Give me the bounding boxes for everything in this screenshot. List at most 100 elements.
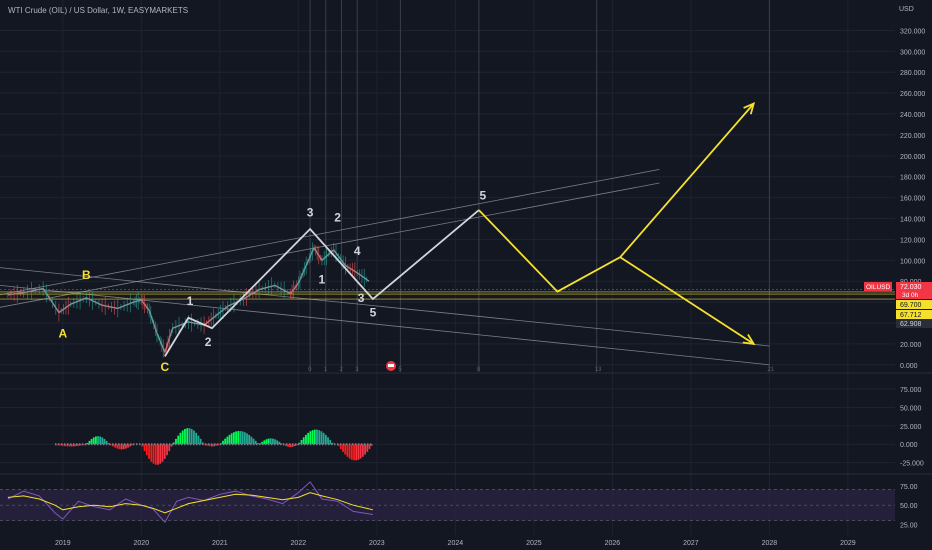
macd-bar — [284, 444, 287, 447]
macd-bar — [228, 434, 231, 445]
macd-bar — [127, 444, 129, 448]
macd-zero-dot — [369, 443, 372, 446]
macd-bar — [311, 430, 314, 445]
macd-bar — [86, 443, 89, 445]
macd-zero-dot — [66, 443, 69, 446]
macd-zero-dot — [147, 443, 150, 446]
macd-bar — [59, 444, 62, 446]
macd-bar — [154, 444, 157, 465]
macd-zero-dot — [117, 443, 120, 446]
macd-zero-dot — [291, 443, 294, 446]
macd-tick-label: -25.000 — [900, 461, 924, 468]
macd-zero-dot — [330, 443, 333, 446]
level-tag — [896, 310, 932, 319]
macd-bar — [116, 444, 119, 449]
macd-bar — [344, 444, 347, 455]
macd-zero-dot — [246, 443, 249, 446]
macd-bar — [206, 444, 209, 446]
macd-zero-dot — [90, 443, 93, 446]
y-axis-rsi[interactable]: 75.00 50.00 25.00 — [900, 484, 918, 530]
x-axis[interactable]: 2019 2020 2021 2022 2023 2024 2025 2026 2027 2028… — [55, 540, 856, 547]
level-value: 62.908 — [900, 321, 922, 328]
macd-bar — [313, 429, 316, 445]
macd-bar — [278, 441, 281, 445]
last-price-tag — [896, 282, 932, 299]
macd-zero-dot — [168, 443, 171, 446]
macd-bar — [129, 444, 132, 447]
macd-zero-dot — [57, 443, 60, 446]
event-flag[interactable] — [386, 361, 396, 371]
macd-bar — [339, 444, 342, 449]
macd-bar — [159, 444, 162, 464]
fib-time-label: 13 — [595, 367, 602, 373]
macd-bar — [190, 428, 193, 445]
y-axis-main[interactable]: 320.000 300.000 280.000 260.000 240.000 220.0… — [900, 28, 925, 369]
macd-zero-dot — [186, 443, 189, 446]
macd-bar — [359, 444, 362, 459]
macd-zero-dot — [270, 443, 273, 446]
macd-zero-dot — [69, 443, 72, 446]
rsi-tick-label: 50.00 — [900, 503, 918, 510]
macd-zero-dot — [183, 443, 186, 446]
macd-bar — [246, 433, 248, 445]
macd-zero-dot — [195, 443, 198, 446]
macd-bar — [210, 444, 213, 447]
macd-bar — [170, 444, 173, 447]
macd-zero-dot — [111, 443, 114, 446]
wave-label: 4 — [354, 244, 361, 258]
macd-zero-dot — [144, 443, 147, 446]
macd-zero-dot — [177, 443, 180, 446]
macd-bar — [235, 431, 237, 445]
macd-bar — [131, 444, 134, 446]
macd-bar — [177, 435, 180, 445]
macd-zero-dot — [354, 443, 357, 446]
macd-bar — [215, 444, 218, 446]
macd-tick-label: 50.000 — [900, 405, 922, 412]
macd-zero-dot — [282, 443, 285, 446]
macd-zero-dot — [222, 443, 225, 446]
macd-zero-dot — [138, 443, 141, 446]
macd-bar — [112, 444, 114, 447]
macd-bar — [252, 438, 255, 445]
macd-bar — [309, 431, 312, 445]
macd-bar — [199, 438, 202, 445]
macd-bar — [289, 444, 292, 448]
y-tick-label: 140.000 — [900, 217, 925, 224]
macd-zero-dot — [63, 443, 66, 446]
macd-zero-dot — [96, 443, 99, 446]
macd-zero-dot — [219, 443, 222, 446]
x-tick-label: 2023 — [369, 540, 385, 547]
y-axis-macd[interactable]: 75.000 50.000 25.000 0.000 -25.000 — [900, 387, 924, 468]
macd-bar — [269, 438, 272, 445]
macd-zero-dot — [240, 443, 243, 446]
macd-bar — [366, 444, 369, 452]
wave-label: 2 — [205, 335, 212, 349]
x-tick-label: 2021 — [212, 540, 228, 547]
macd-bar — [77, 444, 80, 446]
macd-zero-dot — [339, 443, 342, 446]
macd-zero-dot — [300, 443, 303, 446]
macd-bar — [157, 444, 159, 465]
wave-label: 2 — [334, 211, 341, 225]
macd-zero-dot — [255, 443, 258, 446]
macd-bar — [68, 444, 71, 447]
macd-zero-dot — [276, 443, 279, 446]
rsi-pane — [7, 481, 374, 524]
macd-tick-label: 0.000 — [900, 442, 918, 449]
grid-macd — [0, 388, 895, 464]
macd-bar — [322, 432, 325, 445]
chart-title: WTI Crude (OIL) / US Dollar, 1W, EASYMAR… — [8, 6, 188, 15]
macd-bar — [267, 438, 270, 445]
event-flag-mark — [388, 364, 394, 367]
macd-bar — [197, 435, 200, 445]
macd-bar — [364, 444, 366, 455]
horizontal-levels — [0, 289, 895, 300]
y-tick-label: 300.000 — [900, 49, 925, 56]
macd-bar — [305, 434, 307, 445]
macd-zero-dot — [171, 443, 174, 446]
macd-zero-dot — [81, 443, 84, 446]
y-tick-label: 120.000 — [900, 237, 925, 244]
macd-tick-label: 75.000 — [900, 387, 922, 394]
y-tick-label: 0.000 — [900, 363, 918, 370]
